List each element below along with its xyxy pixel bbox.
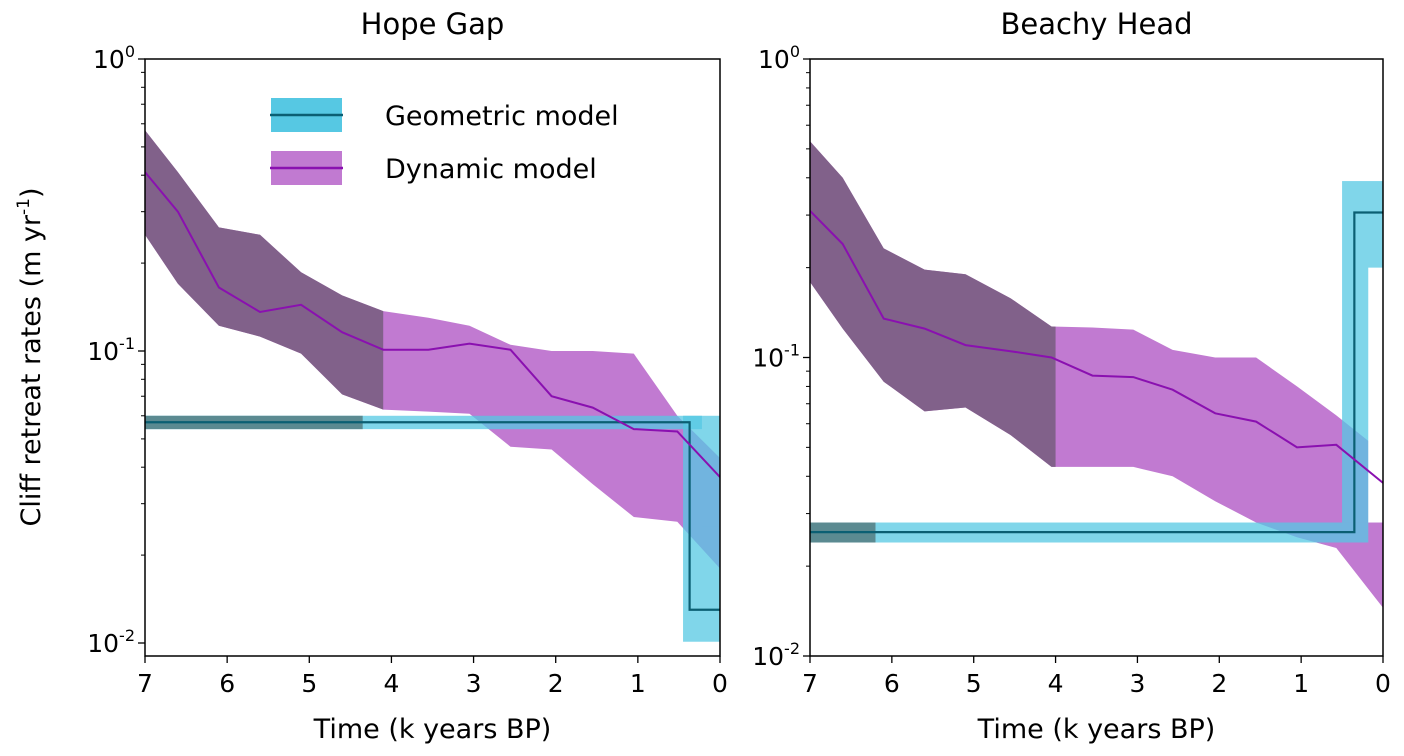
y-axis-label-sup: -1 (14, 198, 34, 215)
panel-beachy-head: 7 6 5 4 3 2 1 0 Time (k years BP) Beachy Head 100 1… (752, 7, 1391, 745)
x-tick-label: 1 (1293, 669, 1309, 698)
geometric-model-line (145, 421, 720, 611)
panel-title: Beachy Head (1000, 7, 1192, 41)
x-tick-label: 7 (137, 669, 153, 698)
y-tick-label: 100 (758, 42, 800, 74)
x-tick-label: 0 (712, 669, 728, 698)
axes-frame (144, 58, 721, 657)
x-tick-label: 3 (1129, 669, 1145, 698)
x-tick-label: 3 (466, 669, 482, 698)
x-axis-label: Time (k years BP) (977, 714, 1216, 745)
y-tick-label: 10-2 (752, 639, 800, 671)
dynamic-model-band (810, 141, 1383, 608)
geometric-model-line (810, 211, 1383, 534)
legend-item-geometric: Geometric model (270, 98, 619, 132)
legend-label: Geometric model (385, 101, 619, 132)
y-axis-label-text: Cliff retreat rates (m yr (16, 214, 47, 526)
plot-area (810, 141, 1383, 608)
x-tick-label: 2 (548, 669, 564, 698)
x-tick-label: 4 (1048, 669, 1064, 698)
legend-item-dynamic: Dynamic model (270, 151, 597, 185)
panel-hope-gap: 7 6 5 4 3 2 1 0 Time (k years BP) Hope Gap 100 10-1… (87, 7, 728, 745)
x-tick-label: 4 (383, 669, 399, 698)
dynamic-model-line (810, 210, 1383, 484)
dynamic-model-band-older (145, 130, 384, 410)
plot-area (145, 130, 720, 642)
x-tick-label: 5 (301, 669, 317, 698)
legend-label: Dynamic model (385, 154, 597, 185)
x-tick-label: 1 (630, 669, 646, 698)
x-tick-label: 0 (1375, 669, 1391, 698)
x-tick-label: 6 (219, 669, 235, 698)
x-tick-label: 6 (884, 669, 900, 698)
y-axis-label-close: ) (16, 187, 47, 198)
panel-title: Hope Gap (361, 7, 505, 41)
legend: Geometric model Dynamic model (270, 98, 619, 185)
y-tick-label: 10-1 (752, 341, 800, 373)
y-tick-label: 100 (93, 42, 135, 74)
y-axis-label: Cliff retreat rates (m yr-1) (14, 187, 47, 526)
y-tick-label: 10-2 (87, 626, 135, 658)
x-tick-label: 7 (802, 669, 818, 698)
dynamic-model-line (145, 171, 720, 478)
y-tick-label: 10-1 (87, 334, 135, 366)
x-tick-label: 2 (1211, 669, 1227, 698)
x-tick-label: 5 (966, 669, 982, 698)
dynamic-model-band-older (810, 141, 1056, 467)
x-axis-label: Time (k years BP) (313, 714, 552, 745)
geometric-model-band-gap (1368, 267, 1383, 523)
svg-text:Cliff retreat rates (m yr-1): Cliff retreat rates (m yr-1) (14, 187, 47, 526)
